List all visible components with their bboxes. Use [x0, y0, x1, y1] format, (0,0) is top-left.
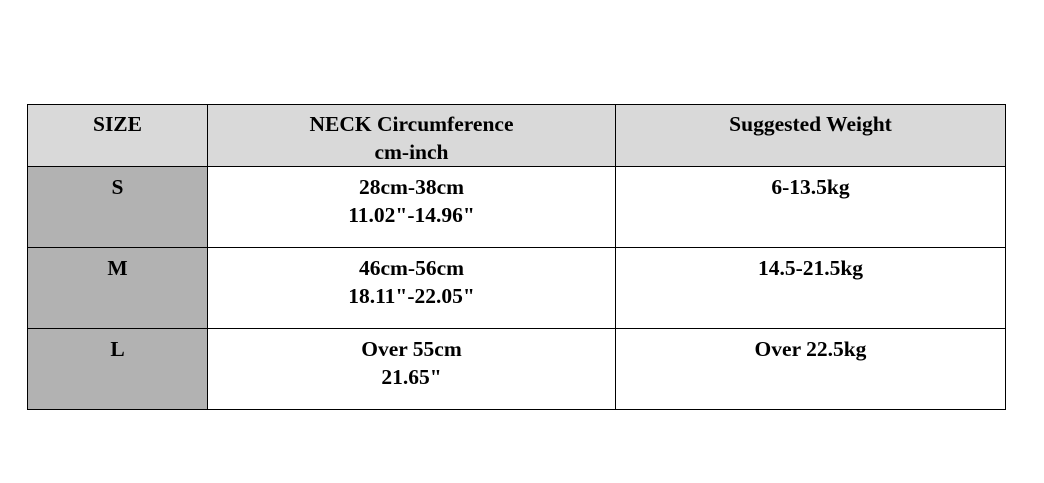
cell-size-s: S [27, 166, 208, 249]
cell-neck-l-line-2: 21.65" [381, 364, 442, 389]
cell-neck-s-line-2: 11.02"-14.96" [348, 202, 475, 227]
cell-size-l: L [27, 328, 208, 411]
cell-neck-l: Over 55cm 21.65" [207, 328, 616, 411]
column-header-neck: NECK Circumference cm-inch [207, 103, 616, 168]
cell-neck-m-line-1: 46cm-56cm [358, 256, 465, 281]
cell-weight-l: Over 22.5kg [615, 328, 1006, 411]
table-row: L Over 55cm 21.65" Over 22.5kg [27, 328, 1006, 411]
column-header-neck-line-1: NECK Circumference [309, 112, 514, 136]
cell-weight-l-line-1: Over 22.5kg [754, 337, 867, 362]
column-header-weight-line-1: Suggested Weight [729, 112, 892, 136]
cell-neck-m: 46cm-56cm 18.11"-22.05" [207, 247, 616, 330]
cell-weight-m-line-1: 14.5-21.5kg [757, 256, 864, 281]
table-row: S 28cm-38cm 11.02"-14.96" 6-13.5kg [27, 166, 1006, 249]
column-header-size: SIZE [27, 103, 208, 168]
cell-neck-l-line-1: Over 55cm [361, 337, 462, 362]
column-header-neck-line-2: cm-inch [374, 139, 449, 164]
table-header: SIZE NECK Circumference cm-inch Suggeste… [27, 103, 1006, 168]
cell-weight-m: 14.5-21.5kg [615, 247, 1006, 330]
table-row: M 46cm-56cm 18.11"-22.05" 14.5-21.5kg [27, 247, 1006, 330]
table-body: S 28cm-38cm 11.02"-14.96" 6-13.5kg M 46c… [27, 166, 1006, 411]
cell-size-m: M [27, 247, 208, 330]
cell-neck-s-line-1: 28cm-38cm [358, 175, 465, 200]
header-row: SIZE NECK Circumference cm-inch Suggeste… [27, 103, 1006, 168]
cell-weight-s-line-1: 6-13.5kg [771, 175, 850, 200]
cell-neck-m-line-2: 18.11"-22.05" [348, 283, 475, 308]
cell-neck-s: 28cm-38cm 11.02"-14.96" [207, 166, 616, 249]
cell-weight-s: 6-13.5kg [615, 166, 1006, 249]
column-header-size-line-1: SIZE [92, 112, 142, 136]
column-header-weight: Suggested Weight [615, 103, 1006, 168]
size-chart-table: SIZE NECK Circumference cm-inch Suggeste… [27, 103, 1006, 411]
